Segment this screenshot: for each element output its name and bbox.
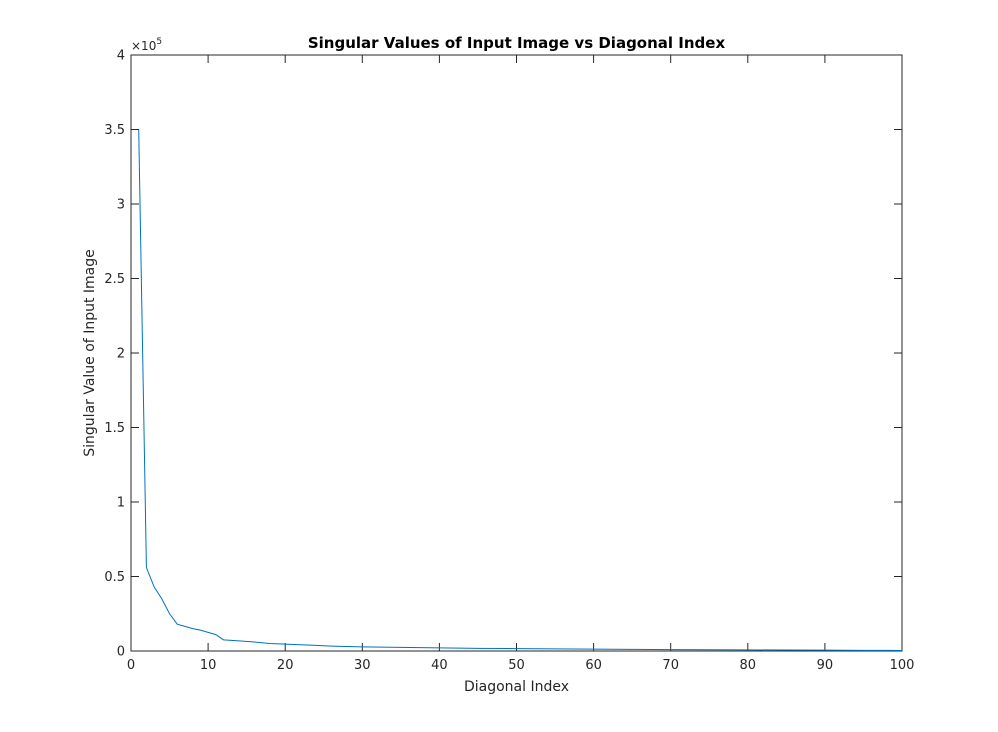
y-tick-label: 3	[117, 198, 125, 213]
x-tick-label: 80	[740, 658, 757, 673]
y-tick-label: 2	[117, 347, 125, 362]
x-tick-label: 70	[662, 658, 679, 673]
tick-labels: 0 10 20 30 40 50 60 70 80 90 100 0 0.5 1 1.5 2 2.5 3 3.5 4	[104, 49, 914, 674]
y-tick-label: 0.5	[104, 570, 125, 585]
y-tick-label: 4	[117, 49, 125, 64]
x-tick-label: 40	[431, 658, 448, 673]
y-tick-label: 1.5	[104, 421, 125, 436]
x-tick-label: 0	[127, 658, 135, 673]
y-exponent-power: 5	[156, 37, 162, 47]
y-tick-label: 1	[117, 496, 125, 511]
x-tick-label: 90	[817, 658, 834, 673]
y-tick-label: 0	[117, 645, 125, 660]
x-tick-label: 100	[890, 658, 915, 673]
y-axis-label: Singular Value of Input Image	[82, 249, 98, 456]
x-tick-label: 30	[354, 658, 371, 673]
plot-area	[130, 54, 903, 652]
x-axis-label: Diagonal Index	[464, 679, 569, 695]
y-tick-label: 3.5	[104, 123, 125, 138]
series-line	[138, 129, 903, 651]
x-tick-label: 50	[508, 658, 525, 673]
y-exponent-base: ×10	[131, 39, 156, 53]
x-tick-label: 60	[585, 658, 602, 673]
ticks	[130, 54, 903, 652]
x-tick-label: 20	[277, 658, 294, 673]
y-tick-label: 2.5	[104, 272, 125, 287]
y-exponent-label: ×105	[131, 37, 162, 53]
x-tick-label: 10	[200, 658, 217, 673]
chart-title: Singular Values of Input Image vs Diagon…	[308, 34, 726, 52]
